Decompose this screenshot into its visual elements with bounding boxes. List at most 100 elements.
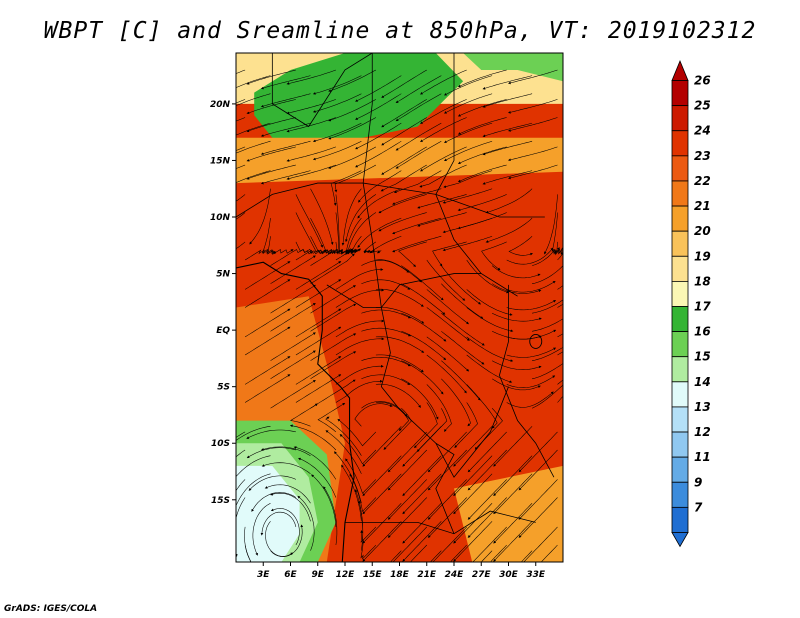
streamline xyxy=(467,497,507,538)
streamline xyxy=(532,363,563,380)
streamline xyxy=(506,247,554,265)
streamline xyxy=(466,384,498,429)
streamline xyxy=(236,426,271,441)
region-southwest-cyan xyxy=(236,465,300,562)
streamline xyxy=(485,217,533,243)
streamline xyxy=(493,503,533,544)
coastline xyxy=(236,261,355,562)
streamline xyxy=(244,326,291,356)
colorbar-swatch xyxy=(671,155,689,182)
streamline xyxy=(427,431,467,473)
streamline xyxy=(310,253,355,284)
streamline xyxy=(491,378,541,391)
streamline xyxy=(337,418,377,447)
streamline xyxy=(466,307,514,333)
streamline xyxy=(520,550,533,562)
streamline xyxy=(381,146,427,175)
colorbar-label: 24 xyxy=(694,124,711,138)
streamline xyxy=(312,93,362,113)
streamline xyxy=(467,479,507,520)
streamline xyxy=(380,164,427,192)
streamline xyxy=(518,479,558,520)
streamline xyxy=(467,431,507,473)
streamline xyxy=(335,319,385,338)
colorbar-swatch xyxy=(671,331,689,358)
streamline xyxy=(335,364,384,385)
streamline xyxy=(426,336,470,372)
streamline xyxy=(355,122,402,150)
streamline xyxy=(289,403,318,427)
streamline xyxy=(295,356,342,385)
streamline xyxy=(236,431,246,438)
streamline xyxy=(506,375,556,388)
streamline xyxy=(270,508,300,546)
streamline xyxy=(426,289,469,325)
streamline xyxy=(491,312,542,322)
streamline xyxy=(401,360,444,395)
streamline xyxy=(387,479,427,520)
streamline xyxy=(427,497,467,538)
colorbar-label: 22 xyxy=(694,174,711,188)
streamline xyxy=(485,188,533,214)
streamline xyxy=(393,170,442,194)
chart-title: WBPT [C] and Sreamline at 850hPa, VT: 20… xyxy=(43,18,757,44)
streamline xyxy=(335,268,384,290)
x-tick-label: 6E xyxy=(284,570,297,580)
streamline xyxy=(507,99,558,114)
streamline xyxy=(442,188,493,204)
streamline xyxy=(312,122,362,143)
region-south-east-orange xyxy=(454,465,563,562)
streamline xyxy=(261,218,276,254)
streamline xyxy=(248,475,297,491)
streamline xyxy=(310,217,340,255)
streamline xyxy=(420,146,467,172)
x-tick-label: 3E xyxy=(257,570,270,580)
streamline xyxy=(246,117,296,133)
streamline xyxy=(289,424,337,451)
streamline xyxy=(426,354,467,394)
streamline xyxy=(453,473,493,515)
x-tick-label: 27E xyxy=(472,570,492,580)
streamline xyxy=(401,331,447,361)
streamline xyxy=(387,497,427,538)
streamline xyxy=(427,449,467,491)
streamline xyxy=(395,75,442,104)
country-border xyxy=(498,284,555,478)
colorbar-label: 23 xyxy=(694,149,711,163)
streamline xyxy=(506,280,556,293)
streamline xyxy=(387,431,427,473)
streamline xyxy=(244,544,252,562)
streamline xyxy=(387,449,427,491)
streamline xyxy=(420,69,467,95)
y-tick-label: 10S xyxy=(211,439,230,449)
streamline xyxy=(493,473,533,515)
streamline xyxy=(540,544,558,562)
streamline xyxy=(325,430,362,474)
streamline xyxy=(270,350,316,380)
streamline xyxy=(295,308,342,338)
region-green-ne xyxy=(463,53,563,82)
streamline xyxy=(361,327,412,337)
streamline xyxy=(518,449,558,491)
footer-credit: GrADS: IGES/COLA xyxy=(4,604,98,614)
colorbar-swatch xyxy=(671,381,689,408)
streamline xyxy=(383,407,412,450)
streamline xyxy=(457,117,507,135)
streamline xyxy=(260,511,297,536)
colorbar-bottom-arrow xyxy=(671,532,689,548)
streamline xyxy=(297,495,315,551)
streamline xyxy=(328,117,377,140)
streamline xyxy=(443,170,493,188)
streamline xyxy=(246,146,296,162)
streamline xyxy=(375,259,423,283)
streamline xyxy=(236,93,271,107)
streamline xyxy=(244,279,291,308)
streamline xyxy=(335,194,344,253)
streamline xyxy=(557,351,563,356)
colorbar-label: 17 xyxy=(694,300,711,314)
streamline xyxy=(236,241,246,250)
colorbar-swatch xyxy=(671,205,689,232)
streamline xyxy=(417,194,467,209)
streamline xyxy=(441,312,485,346)
colorbar-label: 11 xyxy=(694,450,711,464)
